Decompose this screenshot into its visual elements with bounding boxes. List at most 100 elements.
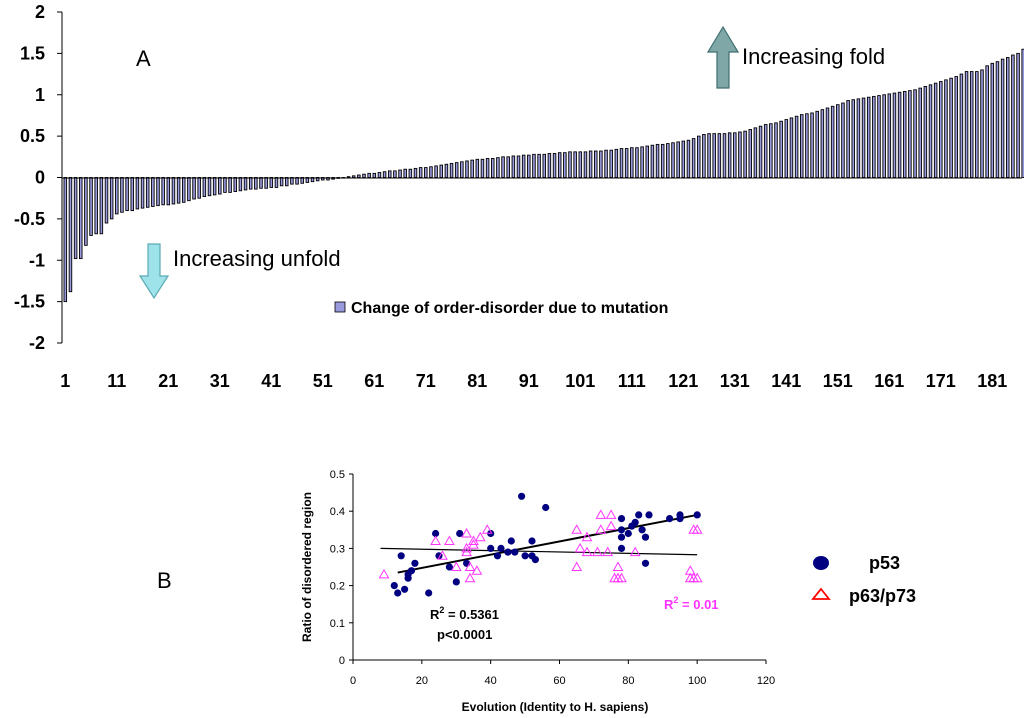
p63-p73-point [605, 509, 617, 519]
bar [73, 177, 78, 260]
bar [614, 148, 619, 178]
bar [769, 123, 773, 178]
bar [135, 177, 140, 210]
panel-b-points [378, 492, 703, 597]
bar [233, 177, 237, 193]
y-tick-label: 1 [35, 85, 45, 105]
bar [207, 177, 212, 197]
p63-p73-point [592, 546, 603, 557]
p63-p73-point [468, 539, 479, 549]
bar [264, 177, 268, 189]
p63-p73-point [471, 565, 483, 575]
p53-point [542, 503, 550, 512]
p53-point [487, 544, 495, 553]
bar [557, 152, 562, 178]
p53-point [445, 563, 453, 571]
bar [691, 138, 696, 178]
legend-swatch [334, 301, 346, 313]
bar [248, 177, 253, 190]
x-tick-label: 41 [261, 371, 281, 391]
x-tick-label: 40 [485, 675, 497, 687]
x-tick-label: 81 [467, 371, 487, 391]
bar [346, 176, 351, 178]
annotation-increasing-fold: Increasing fold [742, 44, 885, 69]
bar [413, 167, 418, 178]
panel-b-label: B [157, 568, 172, 593]
p53-point [617, 526, 626, 534]
bar [115, 177, 119, 215]
bar [825, 107, 830, 178]
bar [125, 177, 129, 212]
p53-point [407, 567, 416, 575]
bar [145, 177, 150, 208]
bar [897, 91, 902, 178]
bar [367, 172, 371, 178]
bar [218, 177, 222, 195]
bar [805, 113, 809, 178]
bar [418, 167, 423, 178]
x-tick-label: 51 [313, 371, 333, 391]
p63-p73-point [574, 542, 586, 553]
p53-point [645, 511, 653, 519]
p53-point [401, 585, 409, 593]
bar [537, 153, 541, 178]
bar [532, 153, 536, 178]
panel-b-x-label: Evolution (Identity to H. sapiens) [462, 700, 649, 714]
bar [475, 158, 480, 178]
bar [99, 177, 104, 235]
p63-p73-trend-line [380, 547, 698, 556]
p63-p73-point [616, 572, 627, 583]
bar [377, 172, 382, 178]
bar [460, 161, 464, 178]
bar [686, 139, 691, 178]
bar [516, 155, 521, 178]
bar [774, 122, 778, 178]
y-tick-label: 0.3 [330, 543, 345, 555]
bar [151, 177, 155, 207]
p53-point [666, 515, 674, 523]
bar [444, 163, 449, 178]
bar [918, 87, 922, 178]
bar [68, 177, 73, 293]
p53-point [507, 537, 515, 545]
bar [362, 173, 366, 178]
x-tick-label: 171 [926, 371, 956, 391]
p53-point [394, 589, 402, 597]
x-tick-label: 181 [977, 371, 1007, 391]
x-tick-label: 31 [210, 371, 230, 391]
x-tick-label: 11 [107, 371, 126, 391]
panel-a-y-ticks: 2 1.5 1 0.5 0 -0.5 -1 -1.5 -2 [14, 2, 62, 353]
panel-b-scatter-chart: B 0.5 0.4 0.3 0.2 0.1 0 0 20 40 60 80 100 120 Evolu… [157, 469, 916, 714]
bar [655, 143, 660, 178]
x-tick-label: 111 [618, 371, 646, 391]
x-tick-label: 101 [565, 371, 595, 391]
bar [140, 177, 145, 209]
panel-a-bar-chart: 21.510.50-0.5-1-1.5-2 1 11 21 31 41 51 61 71 81 9… [14, 2, 1024, 391]
x-tick-label: 121 [668, 371, 698, 391]
p63-p73-point [464, 561, 476, 571]
bar [650, 144, 655, 178]
bar [429, 166, 433, 178]
bar [166, 177, 171, 206]
bar [89, 177, 93, 236]
bar [470, 159, 474, 178]
bar [928, 84, 933, 178]
p63-p73-point [437, 550, 448, 560]
bar [763, 124, 768, 178]
bar [830, 105, 835, 178]
bar [130, 177, 134, 212]
p63-p73-point [430, 535, 441, 545]
x-tick-label: 80 [622, 675, 634, 687]
p63-p73-point [605, 520, 617, 531]
y-tick-label: -1 [29, 250, 45, 270]
bar [779, 120, 783, 178]
bar [285, 177, 289, 187]
bar [521, 154, 526, 178]
p53-point [617, 544, 626, 553]
bar [954, 76, 959, 178]
x-tick-label: 151 [823, 371, 853, 391]
bar [156, 177, 160, 207]
bar [176, 177, 181, 204]
y-tick-label: -2 [29, 333, 45, 353]
